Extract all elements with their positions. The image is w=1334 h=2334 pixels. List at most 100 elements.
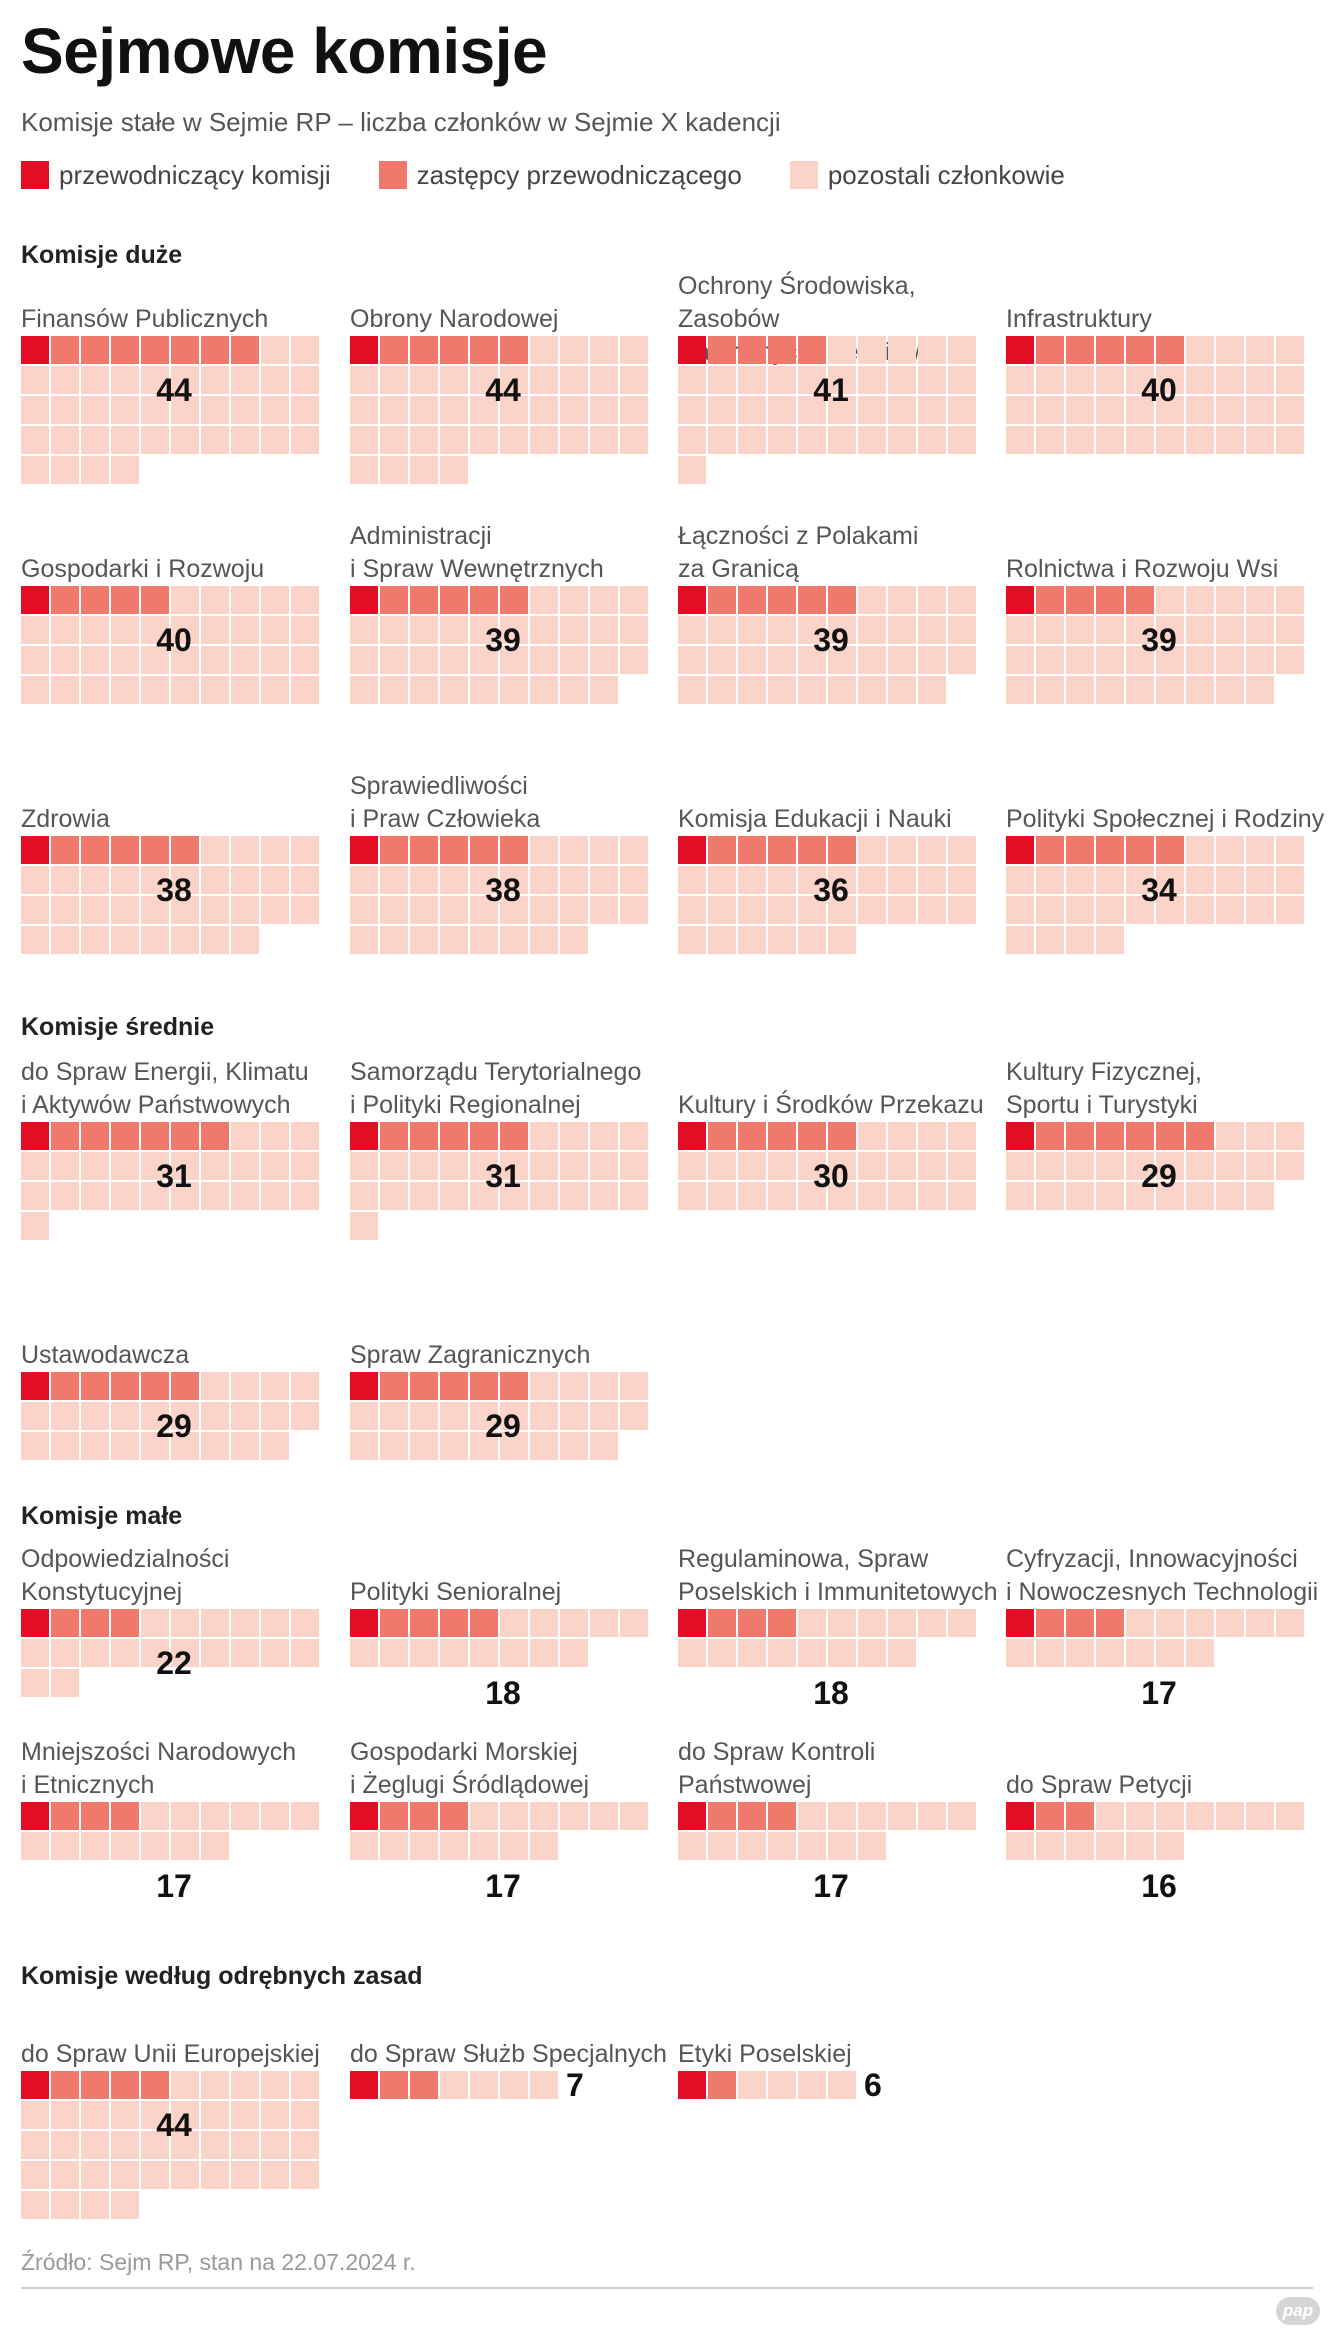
member-cell-member: [111, 926, 139, 954]
member-cell-member: [768, 1182, 796, 1210]
member-cell-member: [708, 866, 736, 894]
member-cell-member: [678, 646, 706, 674]
member-cell-member: [590, 676, 618, 704]
member-cell-member: [888, 396, 916, 424]
member-cell-member: [261, 646, 289, 674]
member-cell-member: [620, 586, 648, 614]
member-cell-member: [380, 866, 408, 894]
member-cell-member: [620, 866, 648, 894]
member-cell-member: [888, 676, 916, 704]
member-cell-deputy: [828, 1122, 856, 1150]
member-cell-member: [1246, 896, 1274, 924]
member-cell-member: [708, 926, 736, 954]
member-cell-member: [21, 616, 49, 644]
member-cell-member: [440, 366, 468, 394]
member-cell-member: [858, 1122, 886, 1150]
member-cell-member: [708, 896, 736, 924]
member-cell-deputy: [738, 836, 766, 864]
member-cell-chair: [350, 836, 378, 864]
member-cell-member: [350, 1432, 378, 1460]
member-cell-chair: [350, 1609, 378, 1637]
member-cell-member: [1036, 676, 1064, 704]
member-cell-member: [201, 426, 229, 454]
member-cell-member: [1156, 896, 1184, 924]
member-cell-member: [1036, 926, 1064, 954]
member-cell-member: [738, 366, 766, 394]
member-cell-member: [1276, 866, 1304, 894]
member-cell-deputy: [470, 586, 498, 614]
member-cell-member: [1246, 336, 1274, 364]
member-cell-member: [111, 2131, 139, 2159]
member-cell-member: [888, 1122, 916, 1150]
member-cell-member: [828, 866, 856, 894]
member-cell-member: [231, 1152, 259, 1180]
member-cell-member: [798, 396, 826, 424]
member-cell-member: [1096, 366, 1124, 394]
member-cell-member: [1276, 336, 1304, 364]
member-cell-member: [738, 426, 766, 454]
committee-name: Łączności z Polakami za Granicą: [678, 522, 919, 583]
member-cell-member: [768, 1639, 796, 1667]
committee-name: Etyki Poselskiej: [678, 2040, 852, 2068]
member-cell-member: [620, 896, 648, 924]
member-cell-member: [231, 366, 259, 394]
member-cell-member: [1066, 426, 1094, 454]
member-cell-member: [888, 1639, 916, 1667]
member-cell-chair: [678, 2071, 706, 2099]
member-count: 36: [813, 872, 849, 908]
member-cell-deputy: [1156, 336, 1184, 364]
member-cell-deputy: [111, 1609, 139, 1637]
member-cell-member: [500, 646, 528, 674]
member-count: 39: [1141, 622, 1177, 658]
member-cell-member: [1246, 586, 1274, 614]
member-cell-member: [738, 1182, 766, 1210]
member-cell-deputy: [470, 836, 498, 864]
member-cell-deputy: [798, 586, 826, 614]
member-cell-member: [1216, 366, 1244, 394]
member-cell-member: [828, 1802, 856, 1830]
member-cell-member: [141, 1152, 169, 1180]
member-cell-member: [500, 926, 528, 954]
member-cell-member: [231, 646, 259, 674]
source-note: Źródło: Sejm RP, stan na 22.07.2024 r.: [21, 2249, 416, 2275]
member-cell-member: [21, 866, 49, 894]
member-cell-member: [470, 1152, 498, 1180]
member-cell-deputy: [828, 586, 856, 614]
member-cell-member: [858, 586, 886, 614]
member-cell-member: [21, 1669, 49, 1697]
member-count: 17: [1141, 1675, 1177, 1711]
member-cell-deputy: [81, 1122, 109, 1150]
member-cell-deputy: [738, 336, 766, 364]
member-cell-member: [350, 676, 378, 704]
member-cell-member: [858, 896, 886, 924]
member-cell-member: [470, 646, 498, 674]
member-cell-member: [51, 1639, 79, 1667]
member-cell-member: [410, 366, 438, 394]
member-cell-member: [620, 366, 648, 394]
member-cell-deputy: [111, 1122, 139, 1150]
member-cell-member: [1156, 426, 1184, 454]
member-cell-member: [141, 2131, 169, 2159]
member-cell-member: [261, 1122, 289, 1150]
member-cell-member: [261, 836, 289, 864]
member-cell-deputy: [1036, 1122, 1064, 1150]
legend-item-deputies: zastępcy przewodniczącego: [378, 160, 742, 191]
member-cell-deputy: [201, 336, 229, 364]
member-cell-member: [768, 1152, 796, 1180]
page-subtitle: Komisje stałe w Sejmie RP – liczba człon…: [21, 107, 781, 137]
member-cell-deputy: [708, 836, 736, 864]
member-cell-member: [440, 896, 468, 924]
member-cell-member: [768, 676, 796, 704]
member-cell-member: [1126, 1609, 1154, 1637]
member-count: 18: [813, 1675, 849, 1711]
member-cell-member: [51, 896, 79, 924]
member-cell-member: [530, 2071, 558, 2099]
member-cell-member: [261, 1609, 289, 1637]
member-cell-member: [708, 1832, 736, 1860]
member-cell-member: [678, 456, 706, 484]
member-cell-member: [21, 1402, 49, 1430]
member-cell-member: [530, 616, 558, 644]
member-cell-member: [858, 866, 886, 894]
committee-name: do Spraw Kontroli Państwowej: [678, 1738, 876, 1799]
committee-name: Komisja Edukacji i Nauki: [678, 805, 952, 833]
